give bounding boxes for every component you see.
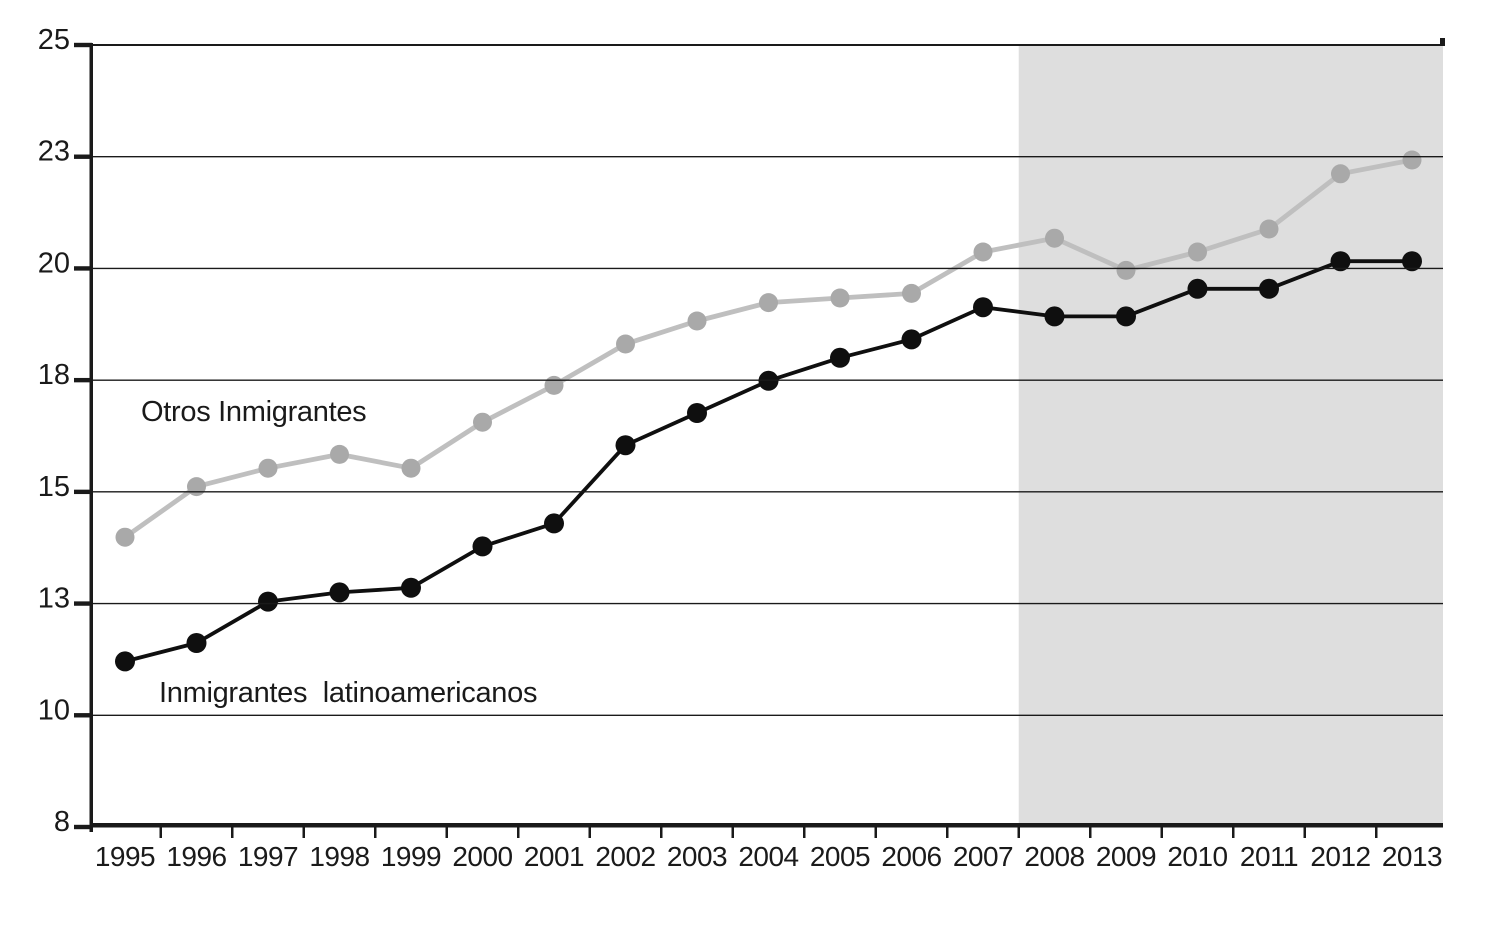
series-point-latino-2010	[1187, 278, 1208, 299]
y-tick-label: 15	[38, 471, 70, 503]
y-tick-label: 10	[38, 694, 70, 726]
series-point-latino-1995	[115, 651, 135, 672]
top-right-tick	[1440, 38, 1445, 46]
series-point-latino-2005	[830, 347, 850, 368]
series-point-otros-2001	[544, 375, 564, 395]
series-point-otros-2003	[687, 311, 707, 331]
x-tick	[1017, 827, 1020, 838]
x-tick-label: 2006	[881, 841, 941, 872]
series-point-otros-2012	[1331, 164, 1350, 184]
x-tick-label: 1996	[166, 841, 226, 872]
y-tick-label: 13	[38, 583, 70, 615]
x-tick-label: 2003	[667, 841, 727, 872]
x-tick	[1160, 827, 1163, 838]
y-axis	[89, 43, 93, 832]
y-tick-label: 25	[38, 24, 70, 56]
x-tick-label: 2013	[1382, 841, 1442, 872]
x-tick	[946, 827, 949, 838]
y-tick	[74, 266, 92, 271]
x-tick	[159, 827, 162, 838]
x-tick	[374, 827, 377, 838]
series-point-otros-1996	[187, 477, 206, 497]
x-tick-label: 2000	[452, 841, 512, 872]
x-tick	[1232, 827, 1235, 838]
x-tick-label: 2004	[738, 841, 798, 872]
series-point-latino-2007	[973, 297, 993, 318]
series-label-otros-inmigrantes: Otros Inmigrantes	[141, 396, 367, 428]
y-tick-label: 18	[38, 359, 70, 391]
series-point-latino-2013	[1402, 251, 1422, 272]
x-tick-label: 2007	[953, 841, 1013, 872]
series-point-otros-1995	[115, 527, 135, 547]
series-point-otros-2007	[973, 242, 993, 262]
x-tick	[874, 827, 877, 838]
series-point-otros-2009	[1116, 260, 1136, 280]
series-point-latino-2006	[901, 329, 922, 350]
series-point-otros-1997	[258, 458, 278, 478]
series-point-latino-2000	[472, 536, 493, 557]
x-tick-label: 2009	[1096, 841, 1156, 872]
y-tick	[74, 713, 92, 718]
x-tick-label: 2002	[595, 841, 655, 872]
x-tick	[1089, 827, 1092, 838]
series-point-otros-2013	[1402, 150, 1422, 170]
y-tick	[74, 377, 92, 383]
series-point-latino-1999	[401, 577, 421, 598]
y-tick	[74, 154, 92, 159]
series-point-otros-2005	[830, 288, 850, 308]
shaded-region	[1018, 45, 1443, 827]
series-point-otros-1998	[330, 444, 349, 464]
x-tick	[731, 827, 734, 838]
x-tick-label: 1999	[381, 841, 441, 872]
series-point-otros-2002	[616, 334, 635, 354]
series-point-latino-2008	[1044, 306, 1065, 327]
x-tick-label: 2008	[1024, 841, 1084, 872]
x-axis	[89, 823, 1443, 828]
x-tick	[1303, 827, 1306, 838]
series-point-latino-2009	[1116, 306, 1136, 327]
series-point-otros-2008	[1045, 228, 1064, 248]
series-label-inmigrantes-latinoamericanos: Inmigrantes latinoamericanos	[159, 677, 538, 709]
y-tick	[74, 42, 92, 48]
series-point-latino-2002	[615, 435, 636, 456]
y-tick-label: 20	[38, 247, 70, 279]
y-tick	[74, 824, 92, 830]
y-tick-label: 23	[38, 136, 70, 168]
series-point-otros-2004	[759, 293, 778, 313]
series-point-latino-1996	[186, 633, 207, 653]
x-tick-label: 1995	[95, 841, 155, 872]
series-point-otros-2011	[1259, 219, 1279, 239]
x-tick	[660, 827, 663, 838]
x-tick	[302, 827, 305, 838]
x-tick	[231, 827, 234, 838]
x-tick	[517, 827, 520, 838]
series-point-latino-1998	[329, 582, 350, 603]
series-point-otros-2000	[473, 412, 492, 432]
x-tick-label: 1998	[309, 841, 369, 872]
x-tick	[588, 827, 591, 838]
x-tick-label: 2010	[1167, 841, 1227, 872]
y-tick	[74, 489, 92, 495]
x-tick-label: 2001	[524, 841, 584, 872]
series-point-latino-2003	[687, 403, 707, 423]
x-tick-label: 1997	[238, 841, 298, 872]
x-tick	[445, 827, 448, 838]
x-tick	[1375, 827, 1378, 838]
series-point-otros-2006	[902, 283, 921, 303]
series-point-latino-1997	[258, 591, 278, 612]
x-tick	[803, 827, 806, 838]
series-point-otros-2010	[1188, 242, 1207, 262]
series-point-latino-2012	[1330, 251, 1351, 272]
series-point-latino-2001	[544, 513, 564, 534]
y-tick	[74, 601, 92, 606]
y-tick-label: 8	[54, 806, 70, 838]
series-point-latino-2011	[1259, 278, 1279, 299]
x-tick-label: 2005	[810, 841, 870, 872]
x-tick-label: 2012	[1310, 841, 1370, 872]
series-point-otros-1999	[401, 458, 421, 478]
x-tick-label: 2011	[1240, 841, 1298, 872]
